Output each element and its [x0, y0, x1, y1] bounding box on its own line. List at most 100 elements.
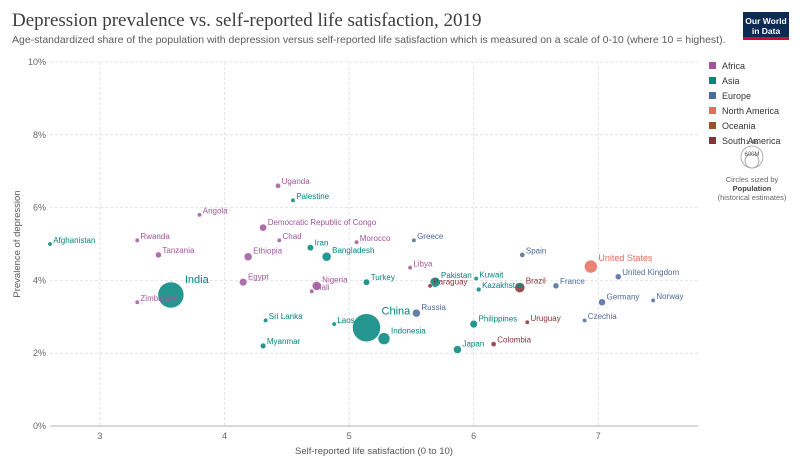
data-point — [473, 276, 479, 282]
data-point — [584, 259, 598, 274]
point-label: Uganda — [282, 177, 311, 186]
data-point — [524, 319, 530, 325]
data-point — [598, 298, 606, 306]
legend-item-africa[interactable]: Africa — [709, 58, 797, 73]
data-point — [134, 299, 140, 305]
point-label: Kuwait — [479, 270, 504, 279]
data-point — [650, 297, 656, 303]
data-point — [197, 212, 202, 218]
data-point — [331, 321, 337, 327]
legend-label: Oceania — [722, 120, 756, 131]
data-point — [514, 282, 526, 293]
point-label: Ethiopia — [253, 247, 282, 256]
point-label: Libya — [413, 259, 433, 268]
legend-swatch — [709, 107, 716, 114]
data-point — [429, 276, 441, 288]
point-label: India — [185, 274, 210, 286]
y-tick-label: 2% — [33, 348, 46, 358]
data-point — [377, 332, 391, 345]
y-axis-label: Prevalence of depression — [12, 190, 23, 297]
size-caption-1: Circles sized by — [725, 175, 779, 184]
point-label: United States — [598, 253, 653, 263]
x-tick-label: 6 — [471, 431, 476, 441]
grid-lines — [50, 61, 698, 427]
data-point — [276, 237, 282, 243]
point-label: Afghanistan — [53, 236, 95, 245]
point-label: China — [382, 306, 412, 318]
data-point — [427, 283, 433, 289]
point-label: Mali — [315, 283, 330, 292]
point-label: Brazil — [526, 277, 546, 286]
legend-item-south-america[interactable]: South America — [709, 133, 797, 148]
x-axis-label: Self-reported life satisfaction (0 to 10… — [295, 446, 453, 457]
axis-labels: 0% 2% 4% 6% 8% 10% 3 4 5 6 7 Self-reported life sat… — [12, 57, 601, 457]
point-label: Colombia — [497, 336, 531, 345]
data-point — [453, 345, 462, 354]
size-tick-small: 600M — [744, 152, 759, 158]
point-label: Russia — [421, 303, 446, 312]
data-point — [476, 286, 482, 293]
y-tick-label: 10% — [28, 57, 46, 67]
y-tick-label: 8% — [33, 130, 46, 140]
data-point — [47, 241, 53, 247]
legend-label: South America — [722, 135, 781, 146]
data-point — [363, 278, 370, 286]
point-labels: China India United States Indonesia Pakistan… — [53, 177, 683, 348]
data-point — [311, 281, 322, 291]
x-tick-label: 7 — [596, 431, 601, 441]
data-point — [490, 341, 497, 347]
point-label: Paraguay — [433, 278, 467, 287]
point-label: Spain — [526, 246, 546, 255]
point-label: Norway — [656, 292, 683, 301]
legend-item-oceania[interactable]: Oceania — [709, 118, 797, 133]
point-label: United Kingdom — [622, 268, 679, 277]
data-point — [157, 281, 185, 309]
data-point — [407, 265, 413, 271]
legend-item-asia[interactable]: Asia — [709, 73, 797, 88]
point-label: Myanmar — [267, 337, 301, 346]
data-point — [263, 317, 269, 323]
point-label: Morocco — [360, 234, 391, 243]
size-legend: 1.4B 600M Circles sized by Population (h… — [709, 137, 795, 202]
point-label: Angola — [203, 207, 228, 216]
point-label: Sri Lanka — [269, 312, 303, 321]
data-point — [260, 342, 267, 349]
data-point — [243, 252, 253, 261]
logo-line-2: in Data — [751, 26, 781, 36]
data-point — [155, 251, 162, 259]
data-point — [239, 278, 248, 287]
x-tick-label: 5 — [347, 431, 352, 441]
point-label: Greece — [417, 232, 444, 241]
data-point — [354, 239, 360, 245]
data-point — [582, 317, 588, 323]
data-point — [614, 273, 622, 281]
point-label: Uruguay — [530, 314, 560, 323]
our-world-in-data-logo[interactable]: Our World in Data — [743, 12, 789, 40]
data-point — [275, 182, 281, 189]
size-legend-circles: 1.4B 600M — [740, 139, 764, 169]
point-label: Pakistan — [441, 271, 472, 280]
data-point — [290, 197, 296, 203]
x-tick-label: 4 — [222, 431, 227, 441]
point-label: Iran — [315, 238, 329, 247]
legend-item-europe[interactable]: Europe — [709, 88, 797, 103]
x-tick-label: 3 — [97, 431, 102, 441]
point-label: Philippines — [478, 314, 517, 323]
point-label: Turkey — [371, 273, 395, 282]
point-label: France — [560, 277, 585, 286]
data-point — [552, 282, 560, 290]
legend-swatch — [709, 137, 716, 144]
legend-item-north-america[interactable]: North America — [709, 103, 797, 118]
legend-swatch — [709, 77, 716, 84]
point-label: Zimbabwe — [140, 294, 177, 303]
legend-swatch — [709, 62, 716, 69]
data-point — [411, 237, 417, 243]
point-label: Czechia — [588, 312, 617, 321]
data-point — [259, 223, 267, 232]
point-label: Germany — [607, 293, 640, 302]
point-label: Democratic Republic of Congo — [268, 218, 377, 227]
point-label: Chad — [282, 232, 301, 241]
point-label: Egypt — [248, 272, 269, 281]
logo-line-1: Our World — [745, 16, 787, 26]
